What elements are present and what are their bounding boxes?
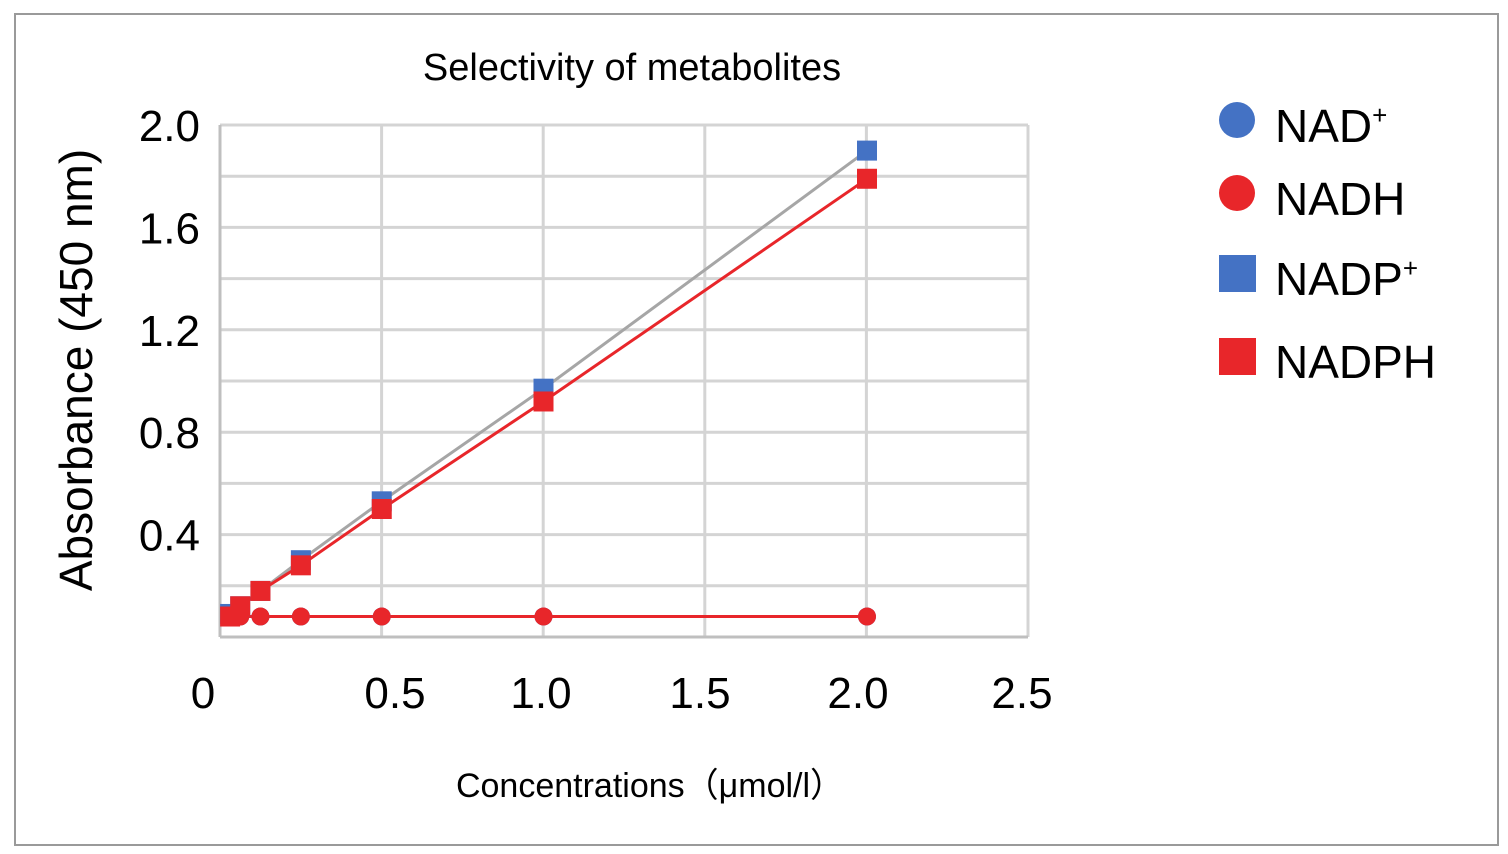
data-point-nadph — [290, 555, 311, 576]
y-tick-label: 1.2 — [139, 307, 200, 356]
axes — [218, 125, 1028, 639]
tick-labels: 0 0.5 1.0 1.5 2.0 2.5 0.4 0.8 1.2 1.6 2.0 — [139, 102, 1053, 718]
x-tick-label: 1.0 — [510, 669, 571, 718]
data-point-nadph — [371, 499, 392, 519]
data-point-nadh — [372, 607, 391, 626]
y-tick-label: 0.8 — [139, 409, 200, 458]
y-tick-label: 1.6 — [139, 204, 200, 253]
plot-area — [220, 140, 877, 627]
x-tick-label: 2.0 — [827, 669, 888, 718]
data-point-nadh — [534, 607, 553, 626]
y-axis-label: Absorbance (450 nm) — [50, 149, 102, 591]
data-point-nadph — [230, 596, 251, 617]
data-point-nadph — [250, 580, 271, 601]
chart-frame — [14, 13, 1499, 846]
legend: NAD+ NADH NADP+ NADPH — [1219, 100, 1436, 388]
legend-label-nadph: NADPH — [1275, 336, 1436, 388]
data-point-nadh — [291, 607, 310, 626]
x-tick-label: 0 — [191, 669, 215, 718]
x-tick-label: 0.5 — [364, 669, 425, 718]
data-point-nadph — [533, 391, 554, 412]
grid — [220, 123, 1030, 637]
x-tick-label: 2.5 — [991, 669, 1052, 718]
y-tick-label: 2.0 — [139, 102, 200, 151]
x-axis-label: Concentrations（μmol/l） — [456, 767, 844, 805]
legend-marker-nad — [1219, 102, 1255, 138]
y-tick-label: 0.4 — [139, 512, 200, 561]
data-point-nadp — [857, 140, 877, 161]
data-point-nadh — [251, 607, 270, 626]
legend-label-nad: NAD+ — [1275, 100, 1387, 152]
x-tick-label: 1.5 — [669, 669, 730, 718]
data-point-nadph — [857, 168, 877, 189]
legend-label-nadp: NADP+ — [1275, 253, 1418, 305]
legend-marker-nadph — [1219, 338, 1256, 375]
legend-marker-nadp — [1219, 255, 1256, 292]
data-point-nadh — [858, 607, 876, 626]
legend-marker-nadh — [1219, 175, 1255, 211]
legend-label-nadh: NADH — [1275, 173, 1405, 225]
chart-title: Selectivity of metabolites — [423, 47, 841, 89]
